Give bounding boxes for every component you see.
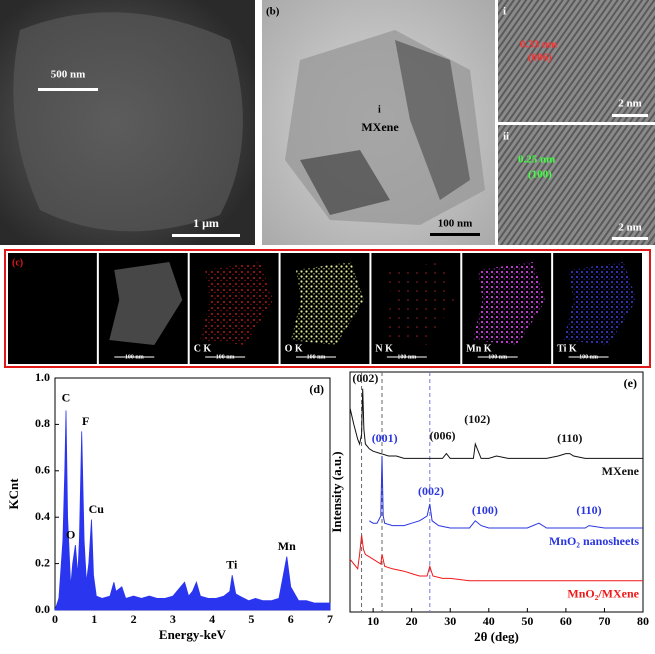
annotation: (002) <box>352 371 378 385</box>
y-tick-label: 0.8 <box>35 416 50 430</box>
map-signal <box>472 262 546 345</box>
map-signal <box>109 262 183 345</box>
panel-label: ii <box>503 131 509 143</box>
x-tick-label: 50 <box>521 614 533 628</box>
annotation: (110) <box>557 431 582 445</box>
annotation: F <box>82 414 89 428</box>
y-tick-label: 0.2 <box>35 555 50 569</box>
annotation: Ti <box>226 558 238 572</box>
scale-label: 100 nm <box>438 218 473 230</box>
annotation: O <box>66 528 75 542</box>
element-label: Mn K <box>466 343 492 354</box>
scale-label: 100 nm <box>488 354 507 360</box>
x-tick-label: 30 <box>444 614 456 628</box>
scale-label: 1 μm <box>193 216 219 230</box>
element-label: C K <box>194 343 212 354</box>
panel-label: (b) <box>266 6 280 18</box>
annotation: (100) <box>472 503 498 517</box>
scale-label: 100 nm <box>216 354 235 360</box>
annotation: Mn <box>278 539 296 553</box>
panel-label: (c) <box>12 257 23 268</box>
element-label: O K <box>285 343 303 354</box>
x-tick-label: 0 <box>52 612 58 626</box>
sem-panel: 500 nm 1 μm <box>0 0 255 245</box>
series-label: MnO₂/MXene <box>567 587 639 601</box>
y-axis-label: Intensity (a.u.) <box>329 451 344 532</box>
scale-label: 100 nm <box>397 354 416 360</box>
x-tick-label: 40 <box>483 614 495 628</box>
element-label: Ti K <box>557 343 577 354</box>
panel-label: (e) <box>624 376 637 390</box>
scale-label: 100 nm <box>579 354 598 360</box>
hrtem-panel: ii 0.25 nm (100) 2 nm <box>498 125 655 245</box>
x-tick-label: 60 <box>560 614 572 628</box>
plot-frame <box>349 371 644 613</box>
x-tick-label: 10 <box>367 614 379 628</box>
annotation: (110) <box>576 503 601 517</box>
map-signal <box>291 262 364 345</box>
hrtem-panel: i 0.33 nm (006) 2 nm <box>498 0 655 122</box>
y-tick-label: 1.0 <box>35 370 50 384</box>
y-axis-label: KCnt <box>6 478 21 510</box>
x-tick-label: 20 <box>406 614 418 628</box>
y-tick-label: 0.6 <box>35 463 50 477</box>
plane: (100) <box>528 169 552 181</box>
panel-label: (d) <box>309 382 324 396</box>
x-tick-label: 5 <box>248 612 254 626</box>
eds-maps: (c) 100 nm 100 nm C K 100 nm O K 100 nm N K 100 … <box>4 249 651 368</box>
series-label: MnO₂ nanosheets <box>549 534 639 548</box>
scale-label: 500 nm <box>51 69 86 81</box>
label: MXene <box>361 120 399 134</box>
y-tick-label: 0.0 <box>35 602 50 616</box>
element-label: N K <box>375 343 393 354</box>
x-axis-label: Energy-keV <box>159 627 227 642</box>
series-label: MXene <box>602 464 640 478</box>
scale-label: 2 nm <box>618 222 642 234</box>
annotation: (001) <box>372 431 398 445</box>
pattern-line <box>349 388 643 459</box>
x-tick-label: 6 <box>288 612 294 626</box>
x-tick-label: 3 <box>170 612 176 626</box>
scale-label: 100 nm <box>125 354 144 360</box>
x-axis-label: 2θ (deg) <box>474 629 519 644</box>
spacing: 0.25 nm <box>518 154 555 166</box>
x-tick-label: 80 <box>637 614 649 628</box>
map-tile <box>8 253 97 364</box>
x-tick-label: 70 <box>598 614 610 628</box>
tem-panel: (b) i MXene 100 nm <box>262 0 495 245</box>
x-tick-label: 1 <box>91 612 97 626</box>
annotation: C <box>62 391 71 405</box>
plane: (006) <box>528 52 552 64</box>
annotation: (002) <box>418 484 444 498</box>
x-tick-label: 7 <box>327 612 333 626</box>
scale-label: 100 nm <box>307 354 326 360</box>
spectrum <box>54 410 331 611</box>
annotation: Cu <box>89 502 105 516</box>
pattern-line <box>349 535 643 582</box>
spacing: 0.33 nm <box>520 39 557 51</box>
map-signal <box>381 262 455 345</box>
map-signal <box>200 262 274 345</box>
map-signal <box>563 262 637 345</box>
annotation: (102) <box>464 412 490 426</box>
x-tick-label: 2 <box>131 612 137 626</box>
scale-label: 2 nm <box>618 98 642 110</box>
annotation: (006) <box>430 429 456 443</box>
marker: i <box>378 104 381 115</box>
panel-label: i <box>503 6 506 18</box>
x-tick-label: 4 <box>209 612 215 626</box>
pattern-line <box>369 455 643 529</box>
y-tick-label: 0.4 <box>35 509 50 523</box>
